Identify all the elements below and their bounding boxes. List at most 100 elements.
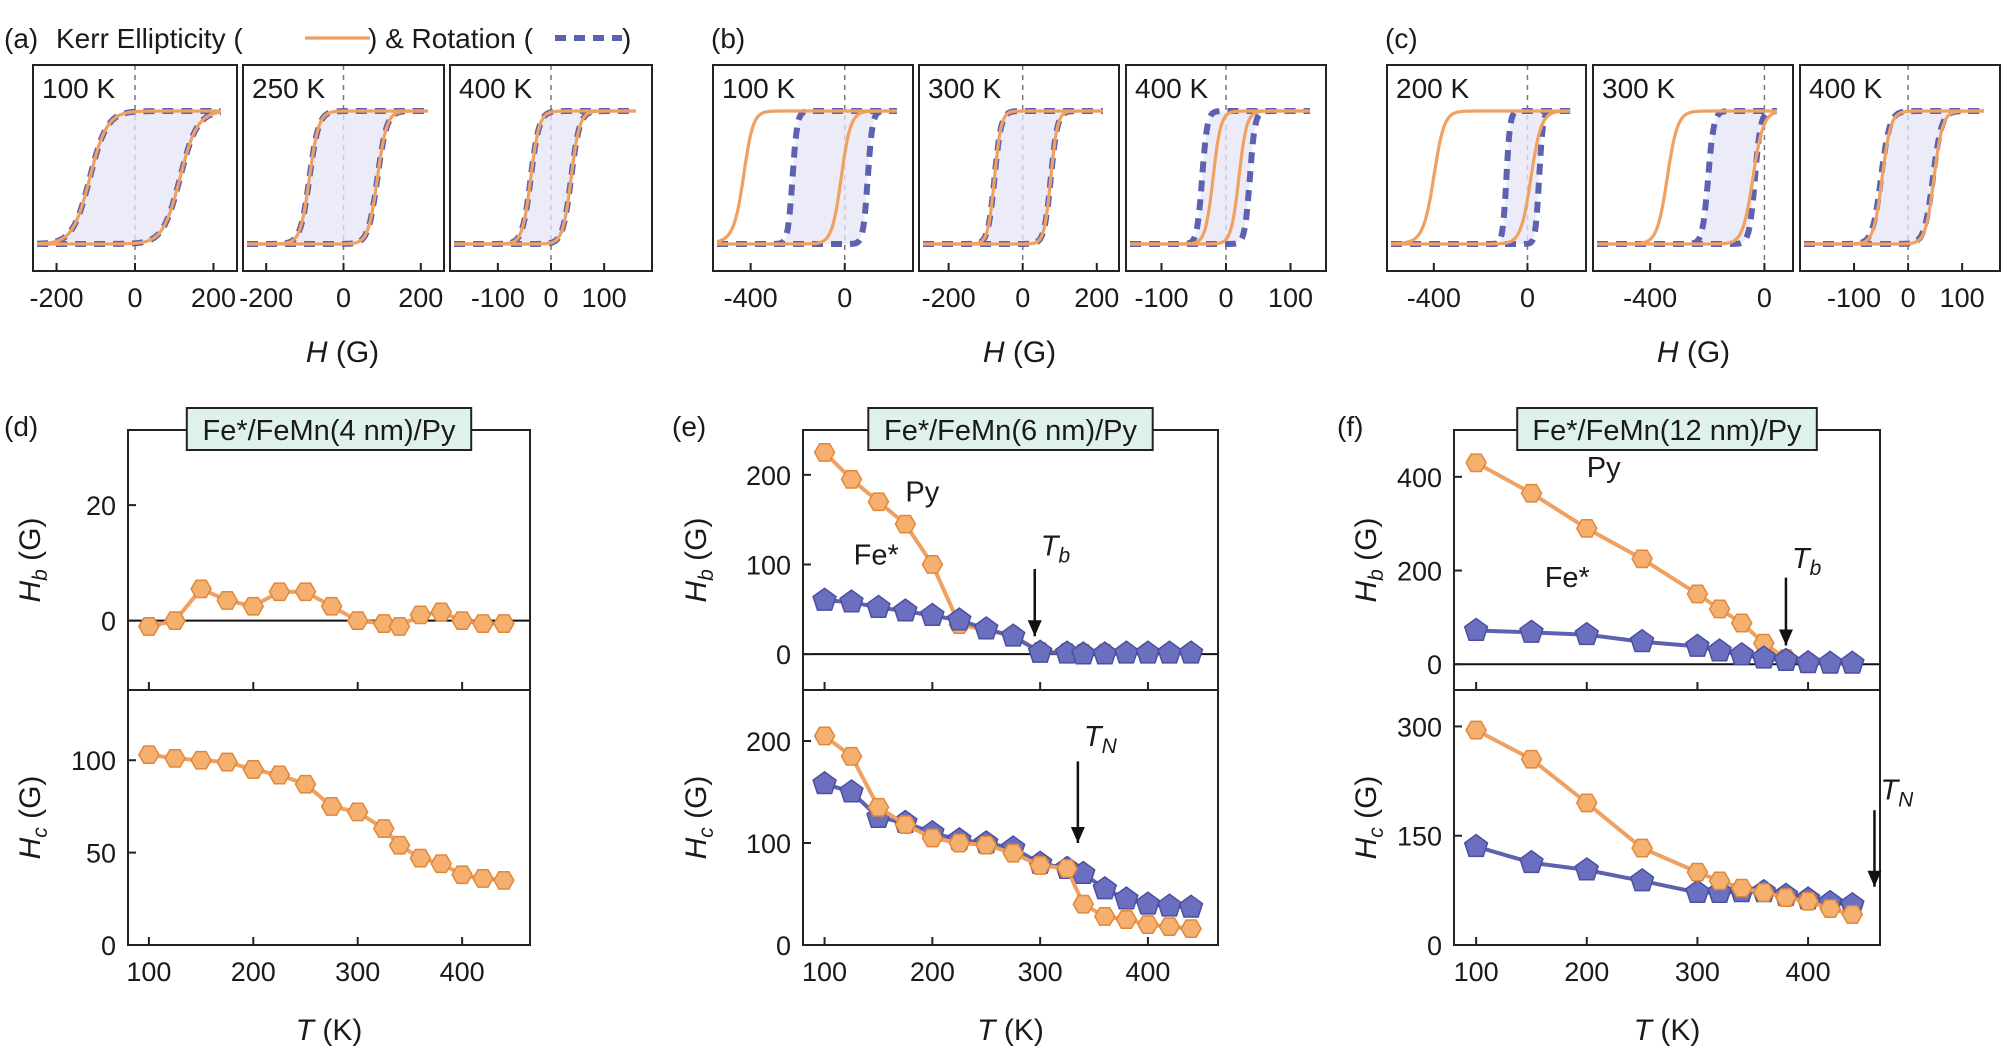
- x-tick-label: -400: [1623, 283, 1677, 313]
- annotation-label-N: TN: [1084, 721, 1118, 758]
- data-point-py: [1002, 843, 1025, 863]
- x-tick-label: 400: [440, 957, 485, 987]
- x-tick-label: 0: [1015, 283, 1030, 313]
- hysteresis-panel-c: (c) 200 K -400 0 300 K -400 0 400 K -100 0 100 H (G…: [1385, 23, 2001, 369]
- data-point-py: [1819, 899, 1842, 918]
- data-point-py: [1115, 910, 1138, 929]
- series-label-festar: Fe*: [854, 539, 899, 571]
- data-point-py: [1158, 917, 1181, 937]
- annotation-label-b: Tb: [1041, 531, 1071, 568]
- data-point-py: [216, 752, 239, 772]
- series-line-py: [148, 752, 505, 883]
- y-tick-label: 0: [776, 640, 791, 670]
- data-point-py: [430, 854, 453, 874]
- data-point-py: [1029, 856, 1051, 875]
- temperature-label: 100 K: [722, 73, 795, 104]
- y-tick-label: 300: [1397, 712, 1442, 742]
- data-point-py: [372, 614, 395, 633]
- top-y-axis-title-sub: b: [695, 569, 718, 581]
- bottom-y-axis-title-sub: c: [695, 827, 718, 838]
- temperature-label: 300 K: [1602, 73, 1675, 104]
- data-point-py: [1708, 871, 1731, 891]
- hysteresis-panel-b: (b) 100 K -400 0 300 K -200 0 200 400 K -100 0 100 H…: [711, 23, 1327, 369]
- hysteresis-subplot-a-2: 400 K -100 0 100: [449, 64, 653, 313]
- x-tick-label: 300: [1018, 957, 1063, 987]
- data-point-py: [867, 797, 890, 817]
- panel-label-b: (b): [711, 23, 745, 54]
- x-axis-title-b-unit: (G): [1005, 336, 1057, 369]
- bottom-y-axis-title-var: H: [680, 837, 713, 859]
- data-point-fe: [1817, 650, 1843, 674]
- x-tick-label: -100: [1827, 283, 1881, 313]
- data-point-py: [1072, 894, 1095, 914]
- x-tick-label: -400: [724, 283, 778, 313]
- hysteresis-subplot-c-0: 200 K -400 0: [1386, 64, 1587, 313]
- loop-area: [454, 111, 636, 244]
- data-point-fe: [1092, 875, 1118, 900]
- x-tick-label: 0: [1218, 283, 1233, 313]
- ellipticity-curve-up: [247, 109, 428, 246]
- hysteresis-subplot-a-1: 250 K -200 0 200: [239, 64, 445, 313]
- legend-ellipticity-text: Kerr Ellipticity (: [56, 23, 243, 54]
- bottom-y-axis-title: Hc (G): [1350, 776, 1388, 860]
- bottom-y-axis-title-sub: c: [1365, 827, 1388, 838]
- title-box: [1516, 407, 1818, 451]
- data-point-fe: [839, 589, 864, 613]
- x-tick-label: 200: [1074, 283, 1119, 313]
- y-tick-label: 400: [1397, 463, 1442, 493]
- data-point-fe: [1070, 641, 1096, 665]
- y-tick-label: 20: [86, 491, 116, 521]
- arrowhead: [1867, 870, 1882, 887]
- x-tick-label: 100: [1940, 283, 1985, 313]
- title-box: [185, 407, 473, 451]
- x-axis-title-c-var: H: [1657, 336, 1679, 369]
- x-tick-label: 100: [582, 283, 627, 313]
- data-point-py: [164, 611, 186, 631]
- panel-label-f: (f): [1337, 411, 1363, 442]
- data-point-fe: [1629, 867, 1655, 892]
- title-box: [867, 407, 1154, 451]
- annotation-label-b: Tb: [1792, 543, 1822, 580]
- data-point-py: [268, 582, 291, 602]
- ellipticity-curve-up: [1597, 110, 1778, 246]
- x-tick-label: 200: [398, 283, 443, 313]
- data-point-py: [320, 797, 343, 816]
- top-y-axis-title-var: H: [1350, 581, 1383, 603]
- x-tick-label: 200: [1564, 957, 1609, 987]
- x-tick-label: 0: [1520, 283, 1535, 313]
- top-y-axis-title-sub: b: [29, 569, 52, 581]
- data-point-py: [451, 865, 473, 885]
- data-point-fe: [1135, 891, 1161, 915]
- axes-frame: [802, 689, 1219, 946]
- loop-area: [1804, 111, 1984, 244]
- annotation-label-b-sub: b: [1058, 545, 1070, 568]
- data-point-py: [894, 815, 917, 835]
- x-axis-title-d-var: T: [296, 1014, 317, 1047]
- data-point-py: [294, 582, 317, 602]
- ellipticity-curve-down: [1391, 109, 1571, 246]
- data-point-py: [1137, 915, 1159, 935]
- x-tick-label: 100: [1268, 283, 1313, 313]
- x-axis-title-c-unit: (G): [1679, 336, 1731, 369]
- y-tick-label: 150: [1397, 822, 1442, 852]
- y-tick-label: 200: [1397, 557, 1442, 587]
- data-point-py: [867, 492, 890, 512]
- x-tick-label: 400: [1125, 957, 1170, 987]
- chart-title: Fe*/FeMn(12 nm)/Py: [1532, 415, 1802, 447]
- data-point-py: [1520, 749, 1543, 769]
- x-axis-title-b: H (G): [983, 336, 1056, 369]
- x-tick-label: -100: [1134, 283, 1188, 313]
- top-y-axis-title: Hb (G): [1350, 517, 1388, 602]
- data-point-py: [493, 870, 515, 890]
- axes-frame: [1592, 64, 1794, 272]
- temperature-label: 250 K: [252, 73, 325, 104]
- data-point-py: [164, 748, 186, 768]
- x-axis-title-e-var: T: [977, 1014, 998, 1047]
- data-point-py: [1056, 859, 1078, 878]
- axes-frame: [1386, 64, 1587, 272]
- loop-area: [1597, 111, 1777, 244]
- axes-frame: [918, 64, 1120, 272]
- annotation-label-N-var: T: [1880, 774, 1900, 806]
- data-point-py: [320, 596, 343, 616]
